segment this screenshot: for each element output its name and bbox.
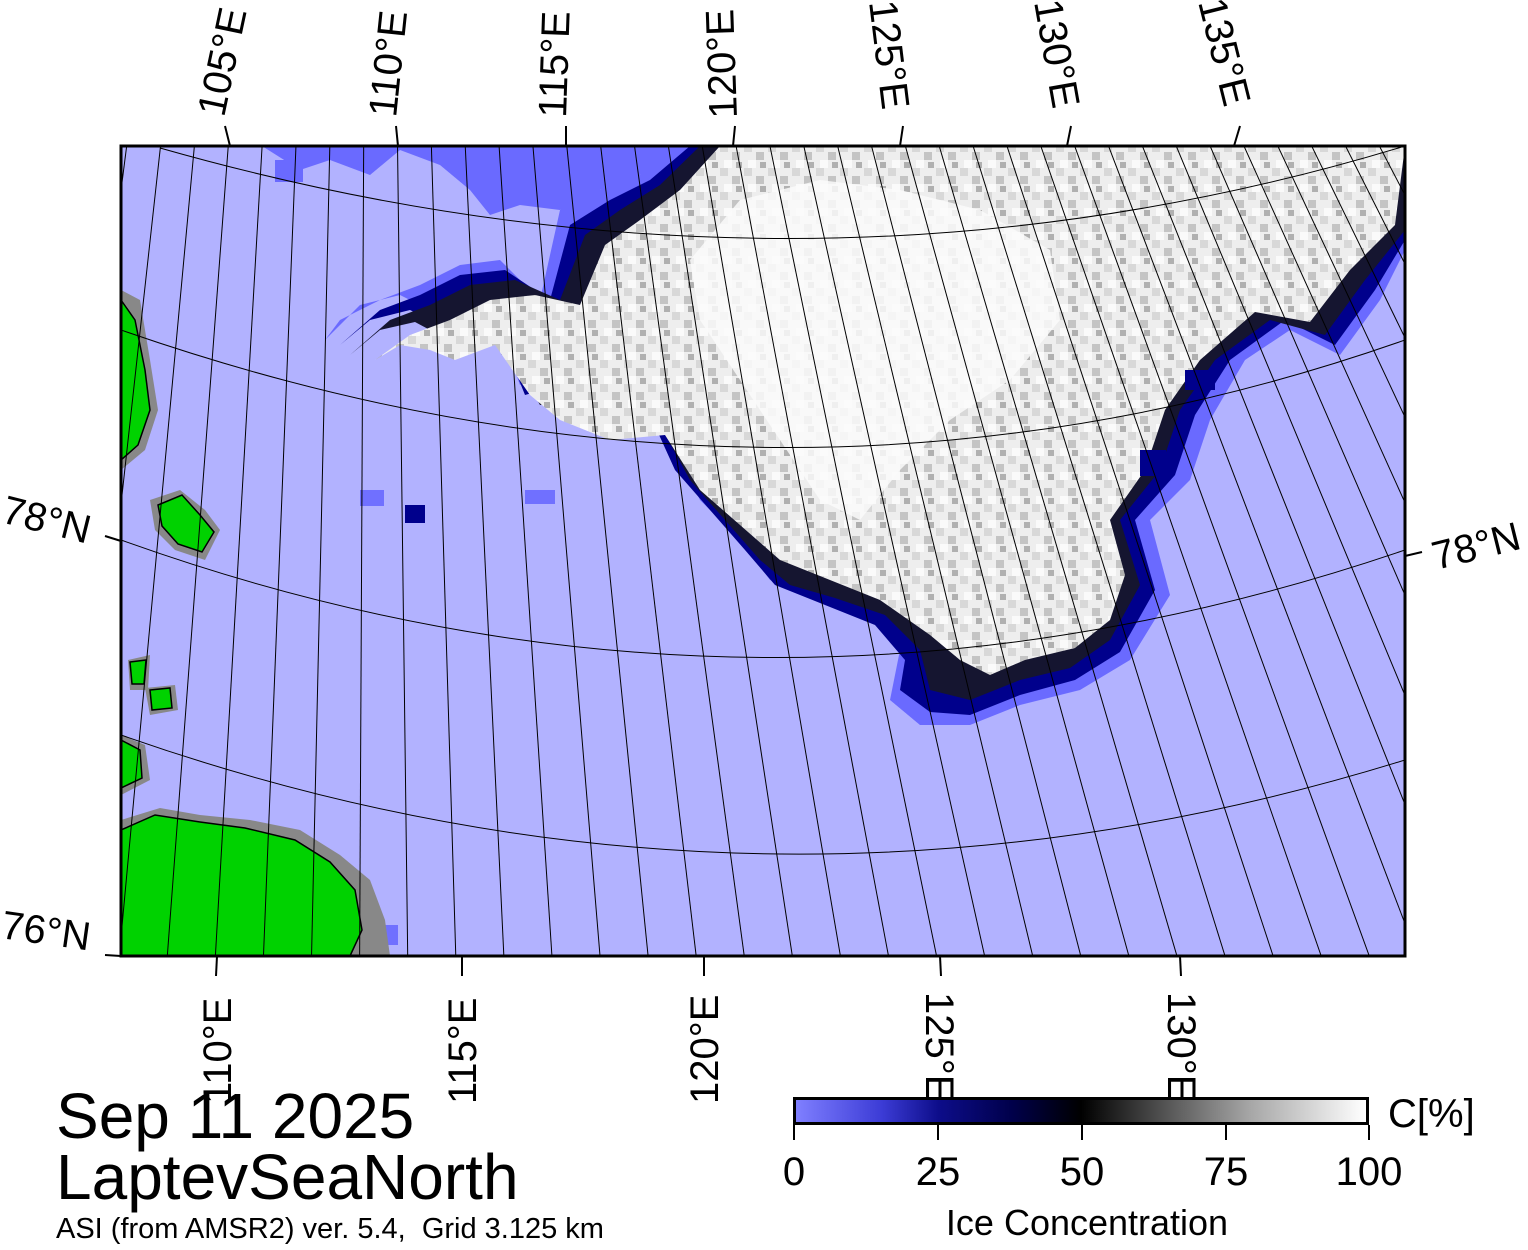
lon-label-bottom: 125°E: [917, 992, 961, 1101]
meridian-line: [397, 146, 409, 956]
product-label: ASI (from AMSR2) ver. 5.4, Grid 3.125 km: [56, 1213, 604, 1245]
lon-label-top: 115°E: [531, 10, 579, 118]
ice-floes: [275, 160, 1215, 945]
colorbar-tick-label: 100: [1335, 1150, 1403, 1194]
graticule-meridians: [121, 146, 1405, 956]
meridian-line: [1107, 146, 1405, 926]
colorbar-unit: C[%]: [1388, 1092, 1475, 1136]
ice-pack-core: [690, 180, 1060, 520]
meridian-line: [121, 146, 162, 509]
meridian-line: [1209, 146, 1405, 597]
colorbar-tick-label: 50: [1059, 1150, 1105, 1194]
meridian-line: [634, 146, 745, 956]
meridian-line: [938, 146, 1178, 956]
lat-label-right: 78°N: [1428, 514, 1525, 578]
meridian-line: [166, 146, 229, 956]
meridian-line: [464, 146, 505, 956]
meridian-line: [359, 146, 365, 956]
meridian-line: [1006, 146, 1274, 956]
meridian-line: [566, 146, 649, 956]
lat-label-left: 76°N: [0, 903, 93, 959]
lon-label-top: 130°E: [1025, 0, 1087, 111]
meridian-line: [1311, 146, 1405, 339]
lon-label-top: 135°E: [1189, 0, 1258, 110]
top-ticks: [224, 125, 1241, 147]
colorbar-title: Ice Concentration: [945, 1202, 1229, 1243]
meridian-line: [262, 146, 297, 956]
meridian-line: [498, 146, 553, 956]
land: [121, 290, 390, 956]
colorbar-tick-label: 0: [782, 1150, 806, 1194]
meridian-line: [837, 146, 1034, 956]
latitude-ticks: [104, 535, 1423, 957]
lat-label-left: 78°N: [0, 488, 95, 552]
meridian-line: [214, 146, 263, 956]
meridian-line: [430, 146, 457, 956]
graticule-parallels: [121, 146, 1405, 855]
meridian-line: [600, 146, 697, 956]
meridian-line: [735, 146, 889, 956]
lon-label-bottom: 110°E: [196, 998, 240, 1104]
map-frame: [119, 144, 1407, 958]
lon-label-top: 110°E: [361, 8, 416, 118]
meridian-line: [1243, 146, 1405, 504]
colorbar-tick-label: 75: [1203, 1150, 1249, 1194]
meridian-line: [1277, 146, 1405, 419]
meridian-line: [1040, 146, 1322, 956]
meridian-line: [121, 146, 195, 943]
lon-label-top: 120°E: [698, 8, 746, 119]
colorbar-tick-label: 25: [915, 1150, 961, 1194]
region-label: LaptevSeaNorth: [56, 1141, 519, 1213]
meridian-line: [1175, 146, 1405, 697]
meridian-line: [667, 146, 793, 956]
meridian-line: [972, 146, 1226, 956]
lon-label-bottom: 120°E: [683, 995, 727, 1104]
bottom-ticks: [215, 955, 1182, 977]
meridian-line: [871, 146, 1082, 956]
lon-label-bottom: 115°E: [441, 998, 485, 1104]
lon-label-top: 105°E: [190, 4, 256, 120]
meridian-line: [904, 146, 1130, 956]
meridian-line: [121, 146, 128, 195]
meridian-line: [311, 146, 331, 956]
meridian-line: [1074, 146, 1370, 956]
meridian-line: [701, 146, 841, 956]
meridian-line: [769, 146, 938, 956]
lon-label-top: 125°E: [860, 0, 917, 112]
meridian-line: [532, 146, 601, 956]
meridian-line: [1141, 146, 1405, 806]
date-label: Sep 11 2025: [56, 1080, 415, 1152]
lon-label-bottom: 130°E: [1159, 992, 1203, 1101]
meridian-line: [803, 146, 986, 956]
colorbar: [793, 1097, 1369, 1125]
